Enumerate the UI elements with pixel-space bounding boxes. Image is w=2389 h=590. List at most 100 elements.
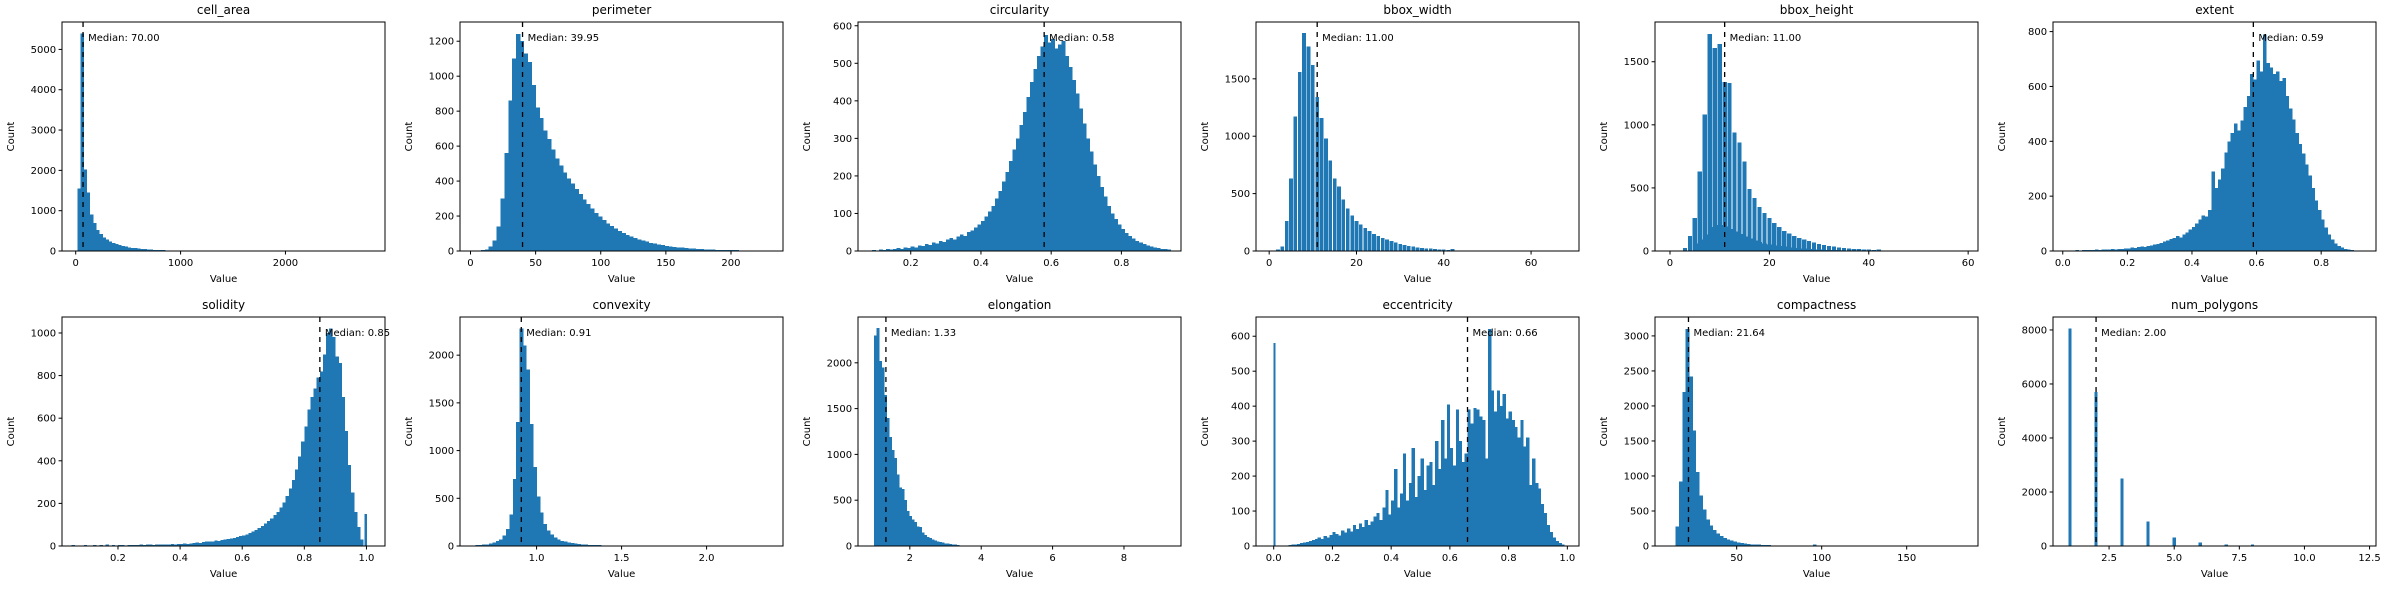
histogram-bar: [953, 239, 958, 251]
histogram-bar: [574, 543, 578, 546]
x-axis-label: Value: [1006, 569, 1033, 580]
histogram-bar: [2191, 226, 2196, 251]
histogram-bar: [901, 489, 905, 546]
y-tick-label: 2000: [429, 351, 454, 362]
histogram-bar: [934, 540, 938, 546]
histogram-bar: [924, 535, 928, 546]
y-axis-label: Count: [1997, 122, 2008, 152]
histogram-bar: [695, 248, 701, 251]
subplot-bbox-height: Median: 11.00 0 20 40 60 0 500 1000 1500 bbox_hei…: [1593, 0, 1991, 295]
histogram-bar: [919, 526, 923, 546]
histogram-bar: [1709, 525, 1713, 546]
histogram-bar: [1055, 48, 1059, 251]
histogram-bar: [192, 543, 196, 546]
histogram-bar: [204, 541, 209, 546]
y-tick-label: 300: [1231, 437, 1250, 448]
histogram-bar: [2198, 219, 2202, 251]
histogram-bar: [1523, 446, 1528, 546]
histogram-bar: [882, 249, 887, 251]
histogram-bar: [1398, 244, 1403, 251]
histogram-svg: Median: 0.59 0.0 0.2 0.4 0.6 0.8 0 200 400 600 800…: [1997, 3, 2377, 285]
y-tick-label: 500: [1231, 189, 1250, 200]
histogram-bar: [257, 527, 262, 546]
histogram-bar: [2230, 133, 2235, 251]
histogram-bar: [1786, 233, 1792, 251]
histogram-bar: [1160, 248, 1165, 251]
histogram-bar: [911, 519, 915, 546]
x-tick-label: 6: [1050, 553, 1056, 564]
histogram-bar: [1100, 187, 1105, 251]
histogram-bar: [1371, 521, 1375, 546]
y-tick-label: 1000: [827, 450, 852, 461]
histogram-bar: [2178, 237, 2183, 251]
x-tick-label: 1.0: [1560, 553, 1576, 564]
histogram-bar: [699, 249, 705, 251]
x-tick-label: 0.8: [2313, 258, 2329, 269]
histogram-svg: Median: 39.95 0 50 100 150 200 0 200 400 600 800 10…: [404, 3, 784, 285]
histogram-bar: [1418, 476, 1422, 546]
histogram-bar: [1328, 160, 1333, 251]
histogram-bar: [2291, 119, 2296, 251]
histogram-bar: [186, 543, 190, 546]
histogram-bar: [2175, 236, 2180, 251]
histogram-bar: [489, 543, 493, 546]
histogram-bar: [310, 396, 314, 546]
y-tick-label: 2500: [1623, 366, 1648, 377]
histogram-bar: [499, 539, 504, 546]
histogram-bar: [1320, 117, 1324, 251]
histogram-bar: [2101, 249, 2105, 251]
histogram-bar: [1079, 108, 1084, 251]
histogram-bar: [341, 396, 346, 546]
histogram-bar: [1712, 529, 1717, 546]
y-axis-label: Count: [802, 122, 813, 152]
chart-title: cell_area: [197, 3, 250, 17]
histogram-bar: [715, 249, 720, 251]
histogram-bar: [2169, 239, 2173, 251]
histogram-bar: [2146, 521, 2150, 546]
y-tick-label: 1000: [429, 72, 454, 83]
histogram-bar: [2201, 215, 2206, 251]
histogram-bar: [118, 245, 122, 251]
median-annotation: Median: 11.00: [1729, 33, 1801, 44]
x-tick-label: 0: [1666, 258, 1672, 269]
median-annotation: Median: 70.00: [88, 33, 160, 44]
y-tick-label: 600: [833, 21, 852, 32]
histogram-bar: [610, 226, 615, 251]
histogram-bar: [2259, 71, 2264, 252]
chart-title: elongation: [988, 298, 1052, 312]
y-axis-label: Count: [6, 417, 17, 447]
y-tick-label: 2000: [827, 358, 852, 369]
histogram-bar: [1526, 437, 1530, 546]
y-tick-label: 0: [1642, 542, 1648, 553]
histogram-bar: [1722, 537, 1727, 546]
histogram-bar: [991, 205, 996, 251]
histogram-bar: [598, 216, 603, 251]
x-tick-label: 2.0: [699, 553, 715, 564]
histogram-bar: [1424, 248, 1429, 251]
histogram-bar: [149, 544, 153, 546]
histogram-bar: [1556, 540, 1560, 546]
histogram-bar: [1532, 458, 1536, 546]
histogram-bar: [2298, 144, 2302, 251]
histogram-bar: [998, 190, 1003, 251]
histogram-bar: [574, 188, 580, 251]
histogram-bar: [335, 356, 339, 546]
axes-frame: [1654, 21, 1979, 252]
histogram-bar: [1342, 199, 1346, 251]
histogram-bar: [167, 544, 172, 546]
histogram-bar: [914, 247, 919, 251]
histogram-bar: [332, 337, 336, 546]
chart-title: bbox_height: [1779, 3, 1853, 17]
histogram-bar: [684, 248, 689, 251]
histogram-bar: [1682, 247, 1687, 251]
bars: [71, 328, 368, 546]
histogram-bar: [1488, 329, 1492, 546]
x-tick-label: 0: [73, 258, 79, 269]
histogram-bar: [1353, 525, 1357, 546]
histogram-bar: [1717, 44, 1722, 251]
histogram-bar: [1729, 540, 1734, 546]
y-tick-label: 500: [1630, 183, 1649, 194]
histogram-bar: [660, 245, 666, 251]
